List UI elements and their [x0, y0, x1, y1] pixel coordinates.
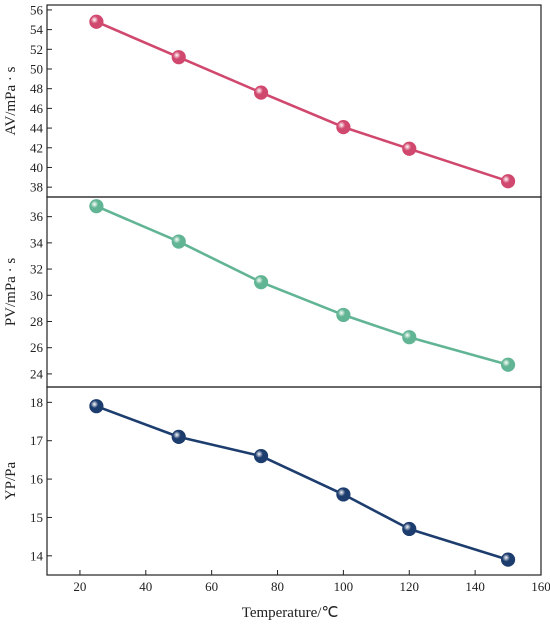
y-tick-label: 18: [30, 395, 43, 410]
y-tick-label: 38: [30, 180, 43, 195]
data-point-yp: [402, 521, 417, 537]
data-point-yp: [336, 487, 351, 502]
data-point-yp: [89, 399, 104, 414]
data-point-pv: [89, 199, 104, 214]
x-tick-label: 60: [205, 579, 218, 594]
y-axis-title-yp: YP/Pa: [3, 461, 19, 500]
panel-frame: [46, 196, 542, 388]
x-axis-title: Temperature/℃: [242, 605, 339, 621]
data-point-av: [336, 119, 351, 135]
y-tick-label: 40: [30, 160, 43, 175]
data-point-pv: [336, 307, 351, 323]
data-point-pv: [402, 330, 417, 345]
x-tick-label: 140: [465, 579, 485, 594]
y-tick-label: 48: [30, 81, 43, 96]
y-tick-label: 46: [30, 101, 44, 116]
x-tick-label: 100: [334, 579, 354, 594]
data-point-pv: [253, 275, 269, 290]
y-tick-label: 56: [30, 2, 44, 17]
panel-frame: [46, 386, 542, 576]
x-tick-label: 120: [400, 579, 420, 594]
x-tick-label: 40: [139, 579, 152, 594]
data-point-av: [500, 174, 516, 189]
data-point-pv: [171, 234, 186, 249]
y-tick-label: 28: [30, 314, 43, 329]
data-point-yp: [171, 429, 186, 444]
x-tick-label: 160: [531, 579, 550, 594]
y-tick-label: 42: [30, 140, 43, 155]
y-tick-label: 50: [30, 62, 43, 77]
data-point-av: [402, 141, 417, 156]
y-tick-label: 34: [30, 235, 44, 250]
y-tick-label: 54: [30, 22, 44, 37]
y-axis-title-pv: PV/mPa · s: [3, 258, 19, 327]
y-tick-label: 26: [30, 340, 44, 355]
y-tick-label: 14: [30, 548, 44, 563]
data-point-yp: [500, 552, 516, 567]
y-tick-label: 52: [30, 42, 43, 57]
panel-yp: 14 15 16 17 18 YP/Pa: [3, 386, 542, 576]
data-point-yp: [253, 448, 269, 464]
y-tick-label: 44: [30, 121, 44, 136]
y-tick-label: 36: [30, 209, 44, 224]
data-point-pv: [500, 357, 516, 372]
panel-pv: 24 26 28 30 32 34 36 PV/mPa · s: [3, 196, 542, 388]
y-tick-label: 15: [30, 510, 43, 525]
y-tick-label: 17: [30, 433, 44, 448]
y-axis-title-av: AV/mPa · s: [3, 66, 19, 135]
y-tick-label: 32: [30, 262, 43, 277]
data-point-av: [253, 85, 269, 100]
y-tick-label: 24: [30, 366, 44, 381]
x-tick-label: 20: [73, 579, 86, 594]
x-axis: 20 40 60 80 100 120 140 160: [73, 570, 550, 594]
series-line-av: [95, 20, 509, 183]
x-tick-label: 80: [271, 579, 284, 594]
panel-av: 38 40 42 44 46 48 50 52 54 56 AV/mPa · s: [3, 2, 542, 198]
data-point-av: [171, 50, 186, 65]
y-tick-label: 30: [30, 288, 43, 303]
series-line-yp: [95, 404, 509, 561]
data-point-av: [89, 14, 104, 29]
y-tick-label: 16: [30, 472, 44, 487]
series-line-pv: [95, 205, 509, 366]
